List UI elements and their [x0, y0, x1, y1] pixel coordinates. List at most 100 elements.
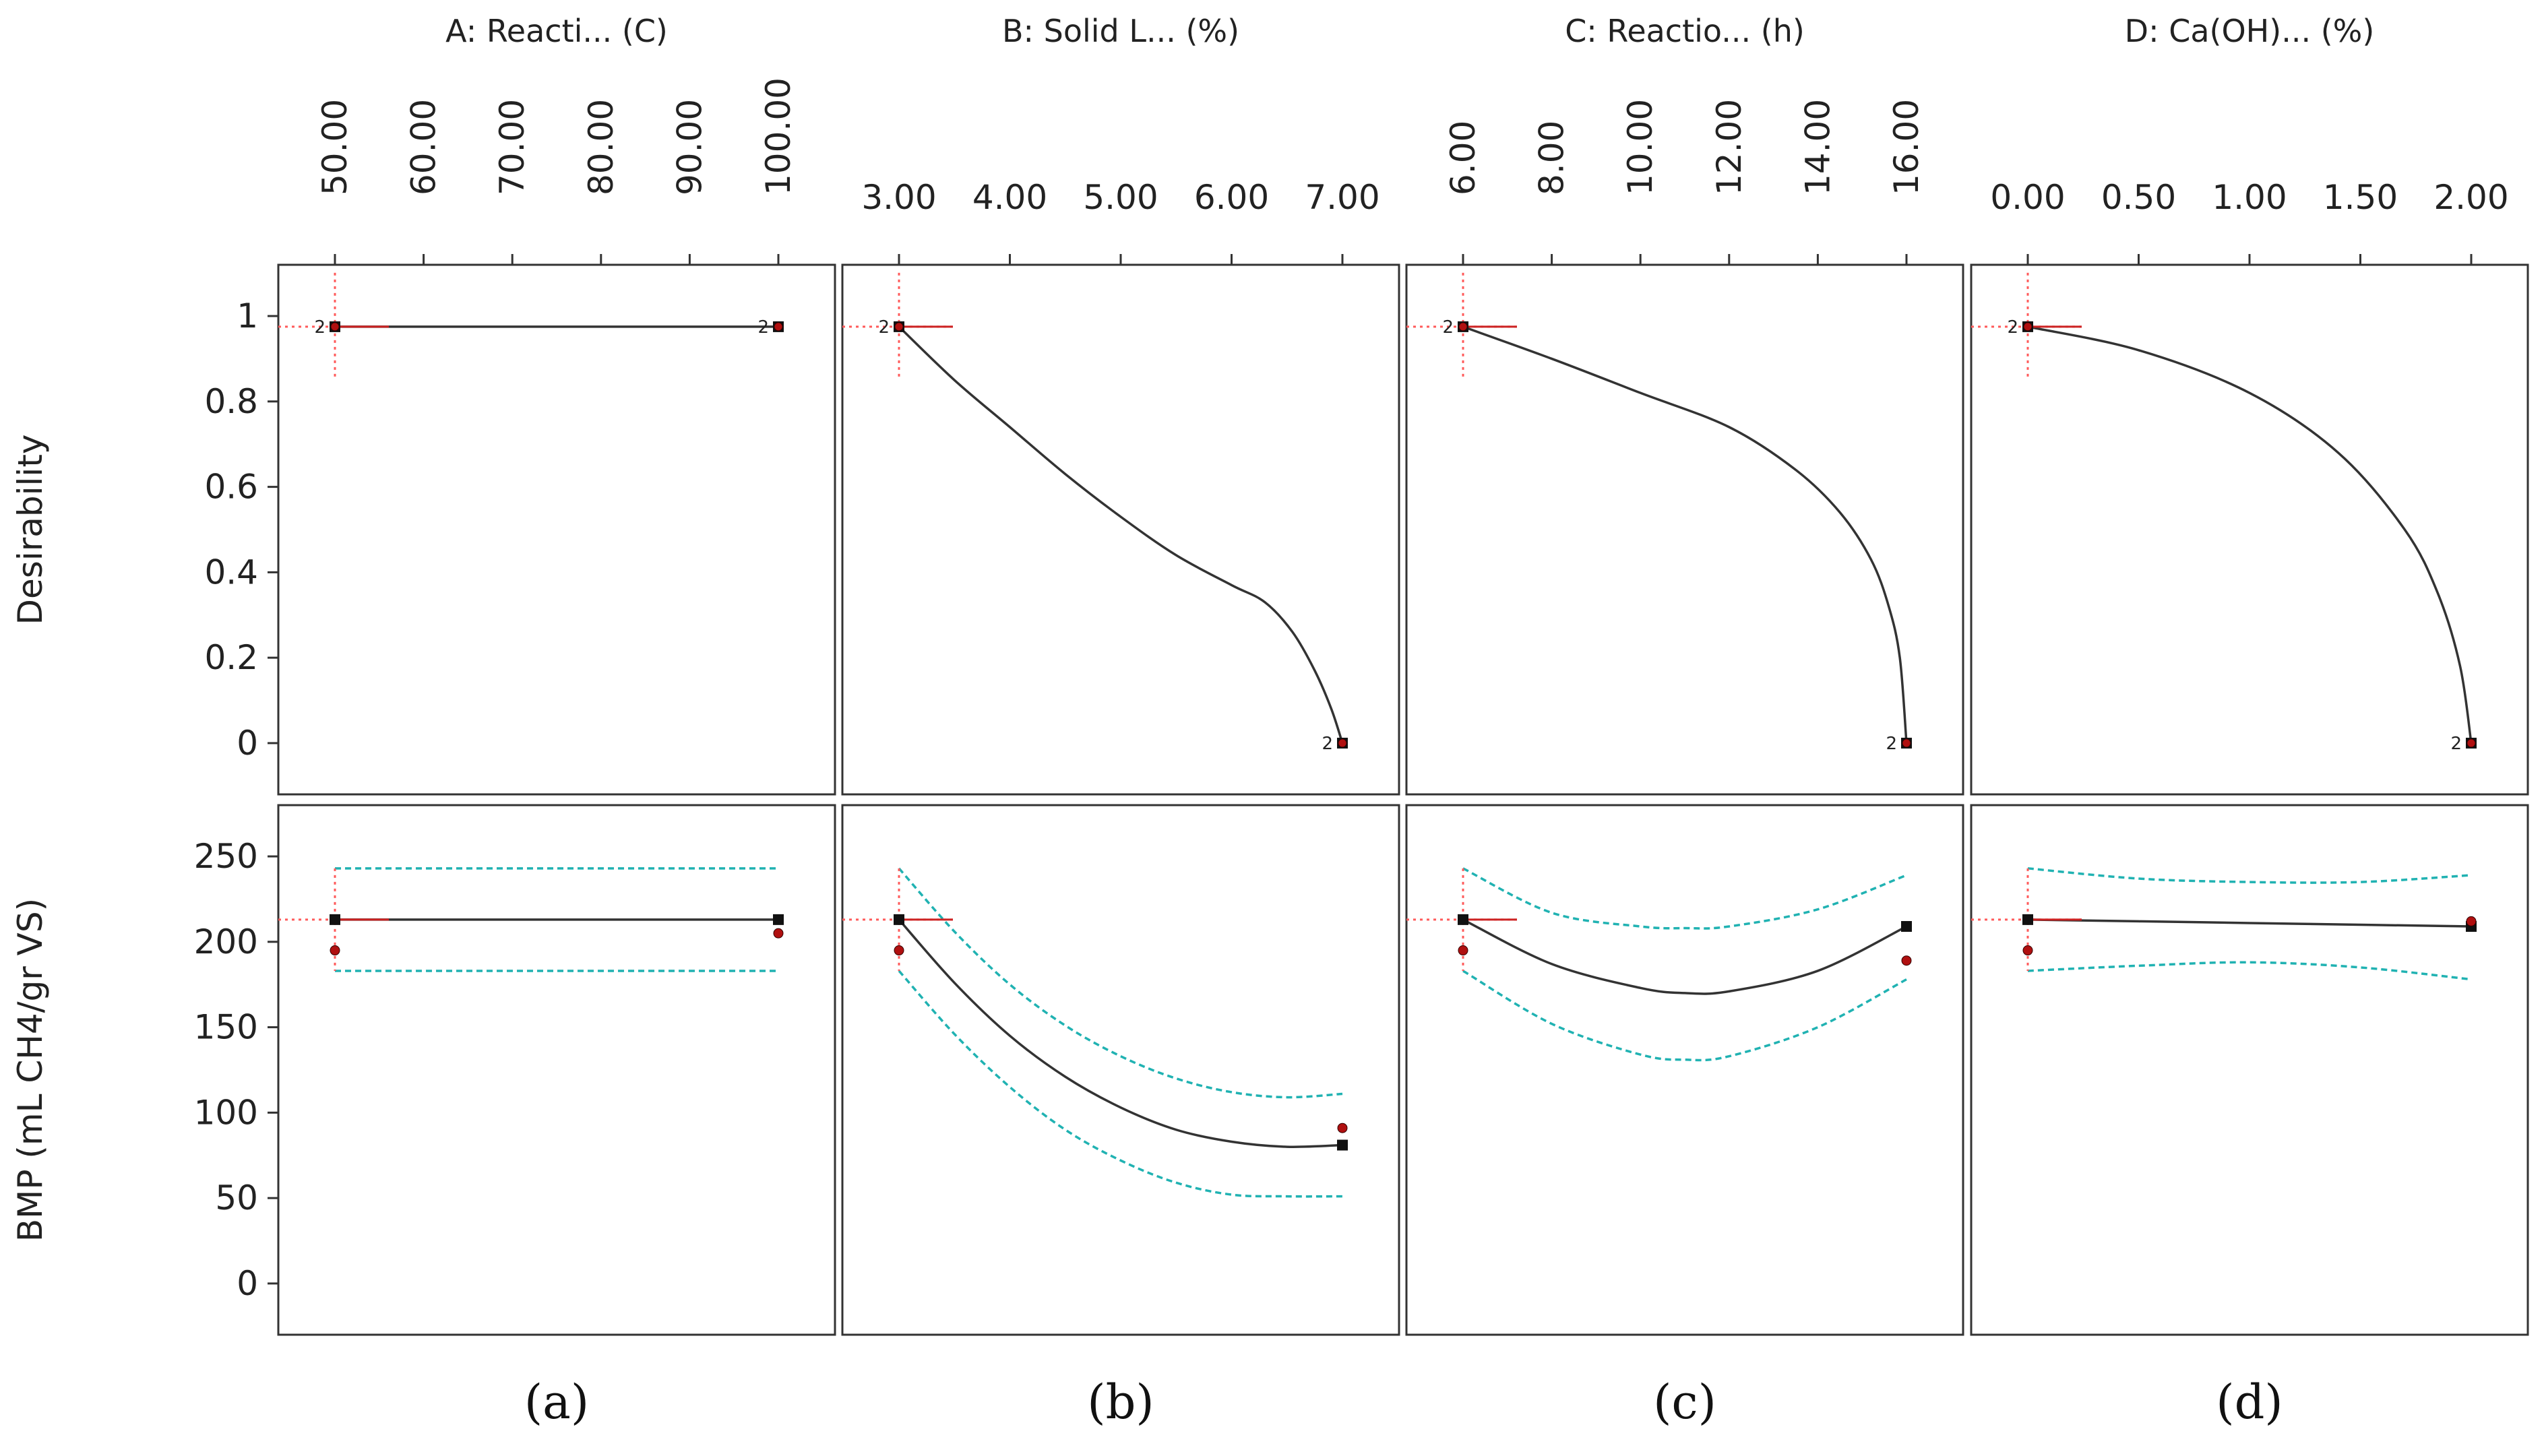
- x-tick-label: 7.00: [1305, 178, 1379, 217]
- x-tick-label: 0.50: [2101, 178, 2176, 217]
- y-tick-label: 0: [237, 724, 258, 763]
- x-tick-label: 12.00: [1710, 99, 1749, 195]
- predicted-point: [894, 914, 904, 925]
- x-tick-label: 3.00: [861, 178, 936, 217]
- x-tick-label: 14.00: [1798, 99, 1837, 195]
- panel-letter: (a): [524, 1374, 589, 1430]
- factor-column-4: D: Ca(OH)... (%)0.00 0.50 1.00 1.50 2.0022(d…: [1970, 13, 2529, 1430]
- x-tick-label: 60.00: [404, 99, 443, 195]
- x-tick-label: 1.50: [2323, 178, 2398, 217]
- predicted-point: [1458, 914, 1468, 925]
- y-tick-label: 1: [237, 296, 258, 336]
- panel-frame: [841, 804, 1400, 1336]
- x-tick-label: 6.00: [1444, 121, 1483, 195]
- ci-lower-band: [2027, 961, 2472, 981]
- observed-point: [1458, 945, 1468, 956]
- y-tick-label: 250: [194, 837, 258, 876]
- y-tick-label: 0.2: [204, 638, 258, 677]
- desirability-point-dot: [1902, 738, 1911, 748]
- desirability-point-dot: [894, 322, 904, 331]
- bmp-prediction-curve: [898, 918, 1343, 1148]
- factor-column-1: A: Reacti... (C) 50.00 60.00 70.00 80.00 90.0…: [277, 13, 836, 1430]
- observed-point: [2022, 945, 2033, 956]
- predicted-point: [773, 914, 784, 925]
- panel-letter: (b): [1087, 1374, 1154, 1430]
- predicted-point: [1901, 921, 1912, 932]
- bmp-prediction-curve: [1462, 918, 1907, 995]
- bmp-panel: [1970, 804, 2529, 1336]
- point-count-label: 2: [1886, 734, 1897, 754]
- y-tick-label: 150: [194, 1008, 258, 1047]
- point-count-label: 2: [878, 317, 890, 338]
- point-count-label: 2: [1442, 317, 1454, 338]
- factor-title: B: Solid L... (%): [1002, 13, 1239, 49]
- desirability-point-dot: [330, 322, 340, 331]
- x-tick-label: 1.00: [2212, 178, 2287, 217]
- x-tick-label: 70.00: [493, 99, 532, 195]
- panel-frame: [1970, 263, 2529, 796]
- observed-point: [2466, 916, 2477, 926]
- observed-point: [330, 945, 340, 956]
- y-tick-label: 0: [237, 1264, 258, 1303]
- panel-frame: [1405, 263, 1964, 796]
- x-tick-label: 0.00: [1990, 178, 2065, 217]
- observed-point: [1901, 955, 1912, 966]
- factor-title: A: Reacti... (C): [445, 13, 668, 49]
- desirability-point-dot: [1458, 322, 1468, 331]
- x-tick-label: 2.00: [2433, 178, 2508, 217]
- panel-frame: [841, 263, 1400, 796]
- x-tick-label: 90.00: [670, 99, 709, 195]
- factor-column-2: B: Solid L... (%) 3.00 4.00 5.00 6.00 7.00 22 (…: [841, 13, 1400, 1430]
- desirability-point-dot: [2467, 738, 2476, 748]
- desirability-point-dot: [774, 322, 783, 331]
- predicted-point: [1337, 1139, 1348, 1151]
- predicted-point: [330, 914, 340, 925]
- panel-letter: (c): [1653, 1374, 1716, 1430]
- point-count-label: 2: [2450, 734, 2462, 754]
- ci-lower-band: [898, 970, 1343, 1198]
- desirability-curve: [1462, 325, 1908, 744]
- point-count-label: 2: [2007, 317, 2018, 338]
- observed-point: [773, 928, 784, 939]
- x-tick-label: 8.00: [1532, 121, 1572, 195]
- desirability-curve: [2027, 325, 2473, 744]
- x-tick-label: 5.00: [1083, 178, 1158, 217]
- y-axis-label-bmp: BMP (mL CH4/gr VS): [11, 898, 50, 1242]
- y-tick-label: 0.8: [204, 382, 258, 421]
- panel-frame: [277, 804, 836, 1336]
- desirability-panel: 22: [1970, 263, 2529, 796]
- x-tick-label: 10.00: [1621, 99, 1660, 195]
- x-tick-label: 100.00: [759, 77, 798, 195]
- desirability-point-dot: [2023, 322, 2033, 331]
- y-axis-label-desirability: Desirability: [11, 434, 50, 625]
- ci-lower-band: [1462, 970, 1907, 1062]
- desirability-panel: 22: [1405, 263, 1964, 796]
- bmp-panel: [1405, 804, 1964, 1336]
- point-count-label: 2: [757, 317, 769, 338]
- ci-upper-band: [898, 867, 1343, 1099]
- desirability-point-dot: [1338, 738, 1347, 748]
- x-tick-label: 6.00: [1194, 178, 1269, 217]
- y-tick-label: 200: [194, 922, 258, 961]
- panel-letter: (d): [2216, 1374, 2283, 1430]
- bmp-panel: [277, 804, 836, 1336]
- x-tick-label: 4.00: [972, 178, 1047, 217]
- ci-upper-band: [1462, 867, 1907, 930]
- x-tick-label: 80.00: [582, 99, 621, 195]
- x-tick-label: 50.00: [315, 99, 354, 195]
- observed-point: [894, 945, 904, 956]
- factor-title: D: Ca(OH)... (%): [2125, 13, 2375, 49]
- x-tick-label: 16.00: [1887, 99, 1926, 195]
- desirability-panel: 22: [841, 263, 1400, 796]
- bmp-panel: [841, 804, 1400, 1336]
- factor-title: C: Reactio... (h): [1565, 13, 1805, 49]
- y-tick-label: 100: [194, 1093, 258, 1132]
- point-count-label: 2: [314, 317, 325, 338]
- y-tick-label: 0.4: [204, 552, 258, 592]
- factor-column-3: C: Reactio... (h) 6.00 8.00 10.00 12.00 14.00…: [1405, 13, 1964, 1430]
- desirability-curve: [898, 325, 1344, 744]
- y-tick-label: 0.6: [204, 468, 258, 507]
- bmp-prediction-curve: [2027, 918, 2472, 928]
- panel-frame: [1970, 804, 2529, 1336]
